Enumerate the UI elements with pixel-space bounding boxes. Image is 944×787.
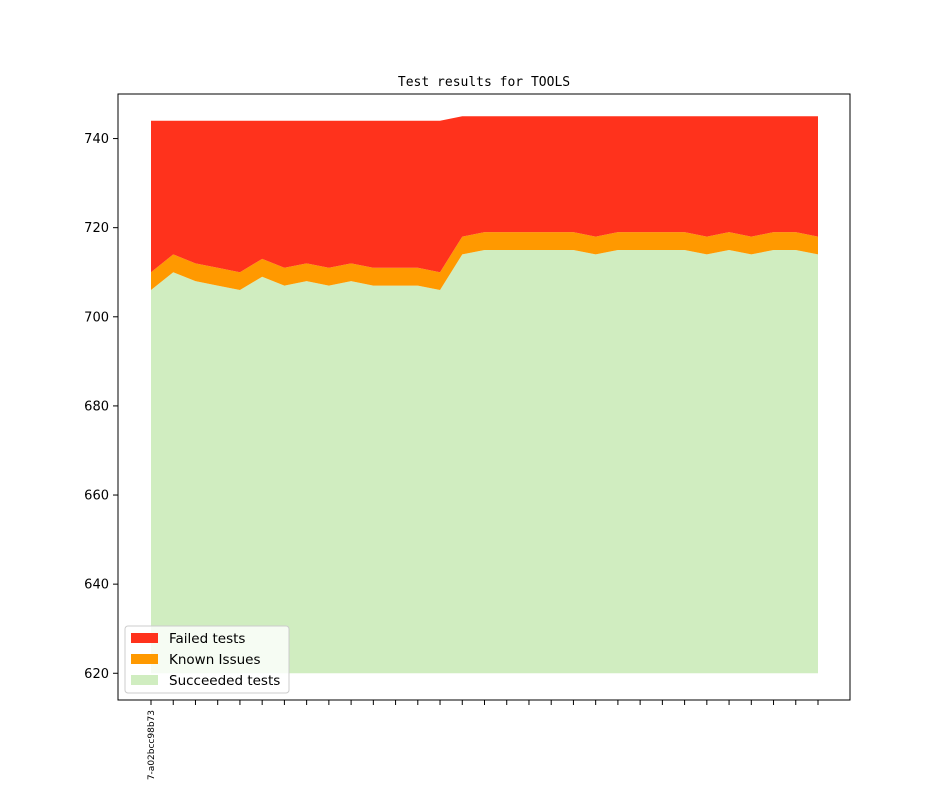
area-failed-tests — [151, 116, 818, 273]
y-tick-label: 620 — [84, 667, 109, 682]
area-succeeded-tests — [151, 249, 818, 674]
legend: Failed tests Known Issues Succeeded tests — [124, 625, 290, 694]
y-axis: 620 640 660 680 700 720 740 — [84, 132, 118, 682]
y-tick-label: 700 — [84, 310, 109, 325]
area-known-issues — [151, 232, 818, 291]
legend-label: Failed tests — [169, 631, 245, 647]
x-tick-label: 7-a02bcc98b73 — [147, 710, 157, 780]
y-tick-label: 720 — [84, 221, 109, 236]
legend-box — [124, 625, 290, 694]
y-tick-label: 660 — [84, 489, 109, 504]
legend-label: Succeeded tests — [169, 673, 280, 689]
y-tick-label: 680 — [84, 399, 109, 414]
legend-swatch — [131, 654, 158, 664]
chart-title: Test results for TOOLS — [398, 75, 570, 90]
x-axis: 7-a02bcc98b73 — [147, 700, 819, 780]
legend-swatch — [131, 633, 158, 643]
y-tick-label: 740 — [84, 132, 109, 147]
area-layers — [151, 116, 818, 674]
legend-swatch — [131, 675, 158, 685]
y-tick-label: 640 — [84, 578, 109, 593]
legend-label: Known Issues — [169, 652, 261, 668]
